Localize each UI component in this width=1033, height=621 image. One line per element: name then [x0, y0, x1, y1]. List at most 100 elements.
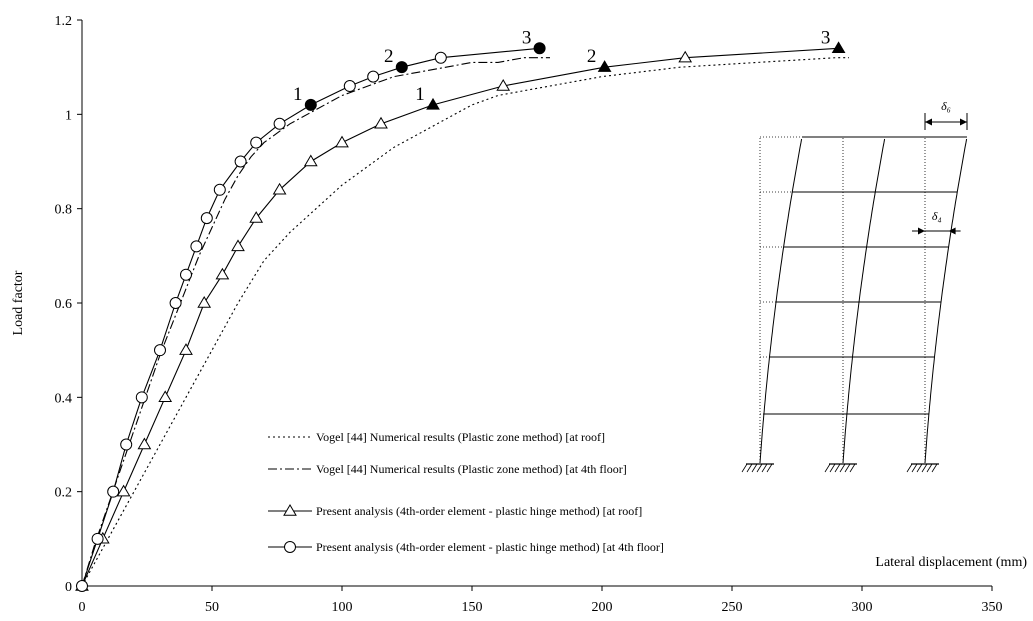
support-hatch [741, 463, 748, 473]
x-tick-label: 350 [982, 600, 1003, 615]
legend-label-1: Vogel [44] Numerical results (Plastic zo… [316, 430, 605, 444]
legend: Vogel [44] Numerical results (Plastic zo… [268, 430, 664, 554]
point-label: 3 [522, 27, 532, 48]
series-3 [75, 41, 846, 591]
triangle-marker [137, 437, 152, 450]
circle-marker [250, 136, 263, 149]
support-hatch [761, 463, 768, 473]
circle-marker [91, 532, 104, 545]
support-hatch [916, 463, 923, 473]
point-label: 1 [293, 84, 303, 105]
triangle-marker [116, 484, 131, 497]
triangle-marker [496, 79, 511, 91]
point-label: 3 [821, 27, 831, 48]
filled-triangle-marker [831, 41, 846, 53]
x-tick-label: 250 [722, 600, 743, 615]
dimension-arrowhead [925, 118, 932, 126]
deformed-column [842, 138, 886, 464]
triangle-marker [335, 135, 349, 148]
support-hatch [834, 463, 841, 473]
point-label: 2 [587, 46, 597, 67]
support-hatch [906, 463, 913, 473]
triangle-marker [215, 267, 230, 280]
series-1-line [81, 57, 849, 587]
support-hatch [766, 463, 773, 473]
circle-marker [76, 580, 88, 592]
point-label: 1 [415, 84, 425, 105]
circle-marker [169, 297, 182, 309]
x-tick-label: 200 [592, 600, 613, 615]
support-hatch [839, 463, 846, 473]
support-hatch [844, 463, 851, 473]
roof-displacement-label: δ₆ [941, 99, 951, 113]
axes: 0 50 100 150 200 250 300 350 0 0.2 0.4 0.6 0.8 1 1.2 La… [11, 14, 1027, 615]
y-tick-label: 1.2 [55, 14, 73, 29]
y-tick-label: 0.4 [55, 391, 73, 406]
deformed-column [759, 138, 803, 464]
triangle-marker [249, 211, 264, 223]
series-layer [75, 41, 849, 592]
triangle-marker [303, 154, 318, 167]
filled-circle-marker [533, 42, 546, 55]
legend-label-4: Present analysis (4th-order element - pl… [316, 540, 664, 554]
x-axis-title: Lateral displacement (mm) [875, 555, 1027, 570]
y-tick-label: 0.6 [55, 297, 73, 312]
support-hatch [921, 463, 928, 473]
circle-marker [154, 344, 166, 357]
support-hatch [756, 463, 763, 473]
x-tick-label: 300 [852, 600, 873, 615]
floor4-displacement-label: δ₄ [932, 209, 942, 223]
circle-marker [135, 391, 148, 404]
series-2-line [81, 57, 550, 587]
dimension-arrowhead [948, 227, 956, 235]
circle-marker [107, 485, 120, 498]
legend-label-2: Vogel [44] Numerical results (Plastic zo… [316, 462, 627, 476]
support-hatch [849, 463, 856, 473]
series-2 [81, 57, 550, 587]
x-tick-label: 150 [462, 600, 483, 615]
point-label: 2 [384, 46, 394, 67]
legend-circle-marker [284, 541, 296, 553]
support-hatch [926, 463, 933, 473]
legend-triangle-marker [283, 504, 297, 516]
y-tick-label: 0.8 [55, 203, 73, 218]
triangle-marker [179, 343, 193, 355]
circle-marker [180, 268, 192, 281]
circle-marker [273, 117, 286, 130]
support-hatch [746, 463, 753, 473]
support-hatch [911, 463, 918, 473]
triangle-marker [678, 50, 693, 63]
triangle-marker [158, 390, 173, 403]
filled-circle-marker [304, 98, 317, 111]
triangle-marker [197, 296, 212, 308]
y-axis-title: Load factor [11, 270, 26, 335]
support-hatch [751, 463, 758, 473]
filled-triangle-marker [597, 60, 612, 72]
triangle-marker [374, 116, 388, 129]
x-tick-label: 50 [205, 600, 219, 615]
dimension-arrowhead [960, 118, 967, 126]
filled-triangle-marker [426, 97, 440, 110]
circle-marker [234, 155, 247, 168]
circle-marker [200, 212, 213, 225]
triangle-marker [272, 182, 287, 195]
circle-marker [434, 51, 447, 64]
support-hatch [829, 463, 836, 473]
legend-label-3: Present analysis (4th-order element - pl… [316, 504, 642, 518]
support-hatch [824, 463, 831, 473]
x-tick-label: 0 [79, 600, 86, 615]
circle-marker [190, 240, 203, 253]
y-tick-label: 1 [65, 108, 72, 123]
series-4 [76, 42, 546, 592]
series-1 [81, 57, 849, 587]
circle-marker [213, 183, 226, 196]
y-tick-label: 0.2 [55, 486, 73, 501]
x-tick-label: 100 [332, 600, 353, 615]
frame-inset-diagram: δ₆ δ₄ [741, 99, 968, 473]
y-tick-label: 0 [65, 580, 72, 595]
filled-circle-marker [395, 61, 408, 74]
circle-marker [120, 438, 133, 451]
dimension-arrowhead [918, 227, 925, 235]
